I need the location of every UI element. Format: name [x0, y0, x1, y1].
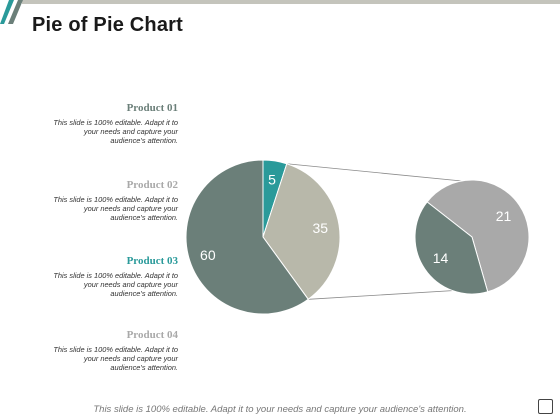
- secondary-pie-slice-21: [426, 179, 530, 293]
- page-title: Pie of Pie Chart: [32, 14, 184, 36]
- legend-product-name: Product 01: [126, 102, 178, 114]
- legend-item-product-02: Product 02 This slide is 100% editable. …: [40, 179, 178, 222]
- legend-item-product-01: Product 01 This slide is 100% editable. …: [40, 102, 178, 145]
- connector-line-top: [286, 163, 473, 183]
- main-pie-label-5: 5: [268, 172, 276, 188]
- legend-product-name: Product 02: [126, 179, 178, 191]
- main-pie-label-60: 60: [200, 247, 216, 263]
- page-number-box: [538, 399, 553, 414]
- legend-description: This slide is 100% editable. Adapt it to…: [53, 345, 178, 372]
- corner-stripe-icon: [0, 0, 23, 24]
- legend-product-name: Product 04: [126, 329, 178, 341]
- main-pie-label-35: 35: [312, 220, 328, 236]
- secondary-pie-slice-14: [414, 201, 489, 295]
- main-pie-slice-60: [185, 159, 309, 315]
- secondary-pie-label-21: 21: [496, 208, 512, 224]
- secondary-pie-label-14: 14: [433, 250, 449, 266]
- legend-item-product-03: Product 03 This slide is 100% editable. …: [40, 255, 178, 298]
- legend-product-name: Product 03: [126, 255, 178, 267]
- legend-item-product-04: Product 04 This slide is 100% editable. …: [40, 329, 178, 372]
- legend-description: This slide is 100% editable. Adapt it to…: [53, 118, 178, 145]
- footer-note: This slide is 100% editable. Adapt it to…: [93, 404, 467, 415]
- top-accent-bar: [22, 0, 560, 4]
- main-pie-slice-35: [262, 163, 341, 300]
- legend-description: This slide is 100% editable. Adapt it to…: [53, 271, 178, 298]
- legend-description: This slide is 100% editable. Adapt it to…: [53, 195, 178, 222]
